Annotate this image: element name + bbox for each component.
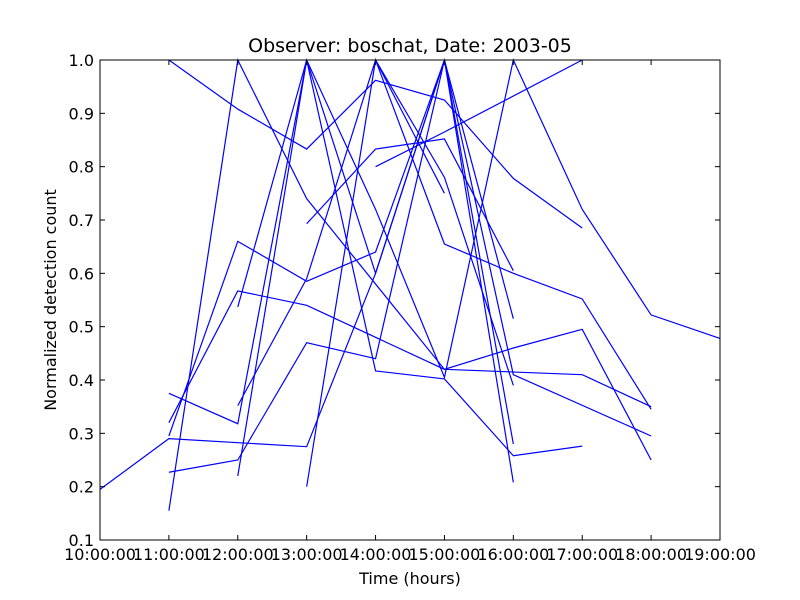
x-tick-label: 13:00:00: [271, 545, 343, 564]
series-line-12: [306, 138, 514, 271]
series-line-13: [375, 59, 583, 168]
tick-layer: 10:00:0011:00:0012:00:0013:00:0014:00:00…: [64, 51, 756, 564]
series-line-11: [306, 58, 514, 487]
series-line-3: [168, 57, 652, 437]
plot-area: [100, 60, 720, 540]
y-tick-label: 1.0: [69, 51, 94, 70]
x-tick-label: 12:00:00: [202, 545, 274, 564]
y-tick-label: 0.8: [69, 158, 94, 177]
x-tick-label: 10:00:00: [64, 545, 136, 564]
series-layer: [99, 57, 721, 511]
y-tick-label: 0.5: [69, 318, 94, 337]
series-line-10: [237, 58, 652, 410]
y-tick-label: 0.3: [69, 424, 94, 443]
series-line-5: [168, 290, 652, 461]
x-tick-label: 18:00:00: [615, 545, 687, 564]
series-line-2: [168, 58, 652, 511]
series-line-8: [237, 57, 721, 477]
series-line-4: [168, 59, 514, 483]
x-tick-label: 16:00:00: [477, 545, 549, 564]
x-tick-label: 14:00:00: [340, 545, 412, 564]
series-line-6: [168, 59, 514, 473]
series-line-7: [168, 59, 583, 229]
y-tick-label: 0.4: [69, 371, 94, 390]
x-tick-label: 19:00:00: [684, 545, 756, 564]
y-tick-label: 0.6: [69, 264, 94, 283]
x-axis-label: Time (hours): [358, 569, 461, 588]
series-line-9: [237, 59, 583, 457]
y-tick-label: 0.1: [69, 531, 94, 550]
x-tick-label: 11:00:00: [133, 545, 205, 564]
y-tick-label: 0.2: [69, 478, 94, 497]
y-tick-label: 0.9: [69, 104, 94, 123]
x-tick-label: 15:00:00: [409, 545, 481, 564]
y-tick-label: 0.7: [69, 211, 94, 230]
x-tick-label: 17:00:00: [546, 545, 618, 564]
y-axis-label: Normalized detection count: [41, 189, 60, 411]
series-line-1: [99, 59, 514, 490]
chart-title: Observer: boschat, Date: 2003-05: [248, 35, 572, 57]
series-line-14: [375, 59, 445, 194]
plot-frame: [99, 59, 721, 541]
